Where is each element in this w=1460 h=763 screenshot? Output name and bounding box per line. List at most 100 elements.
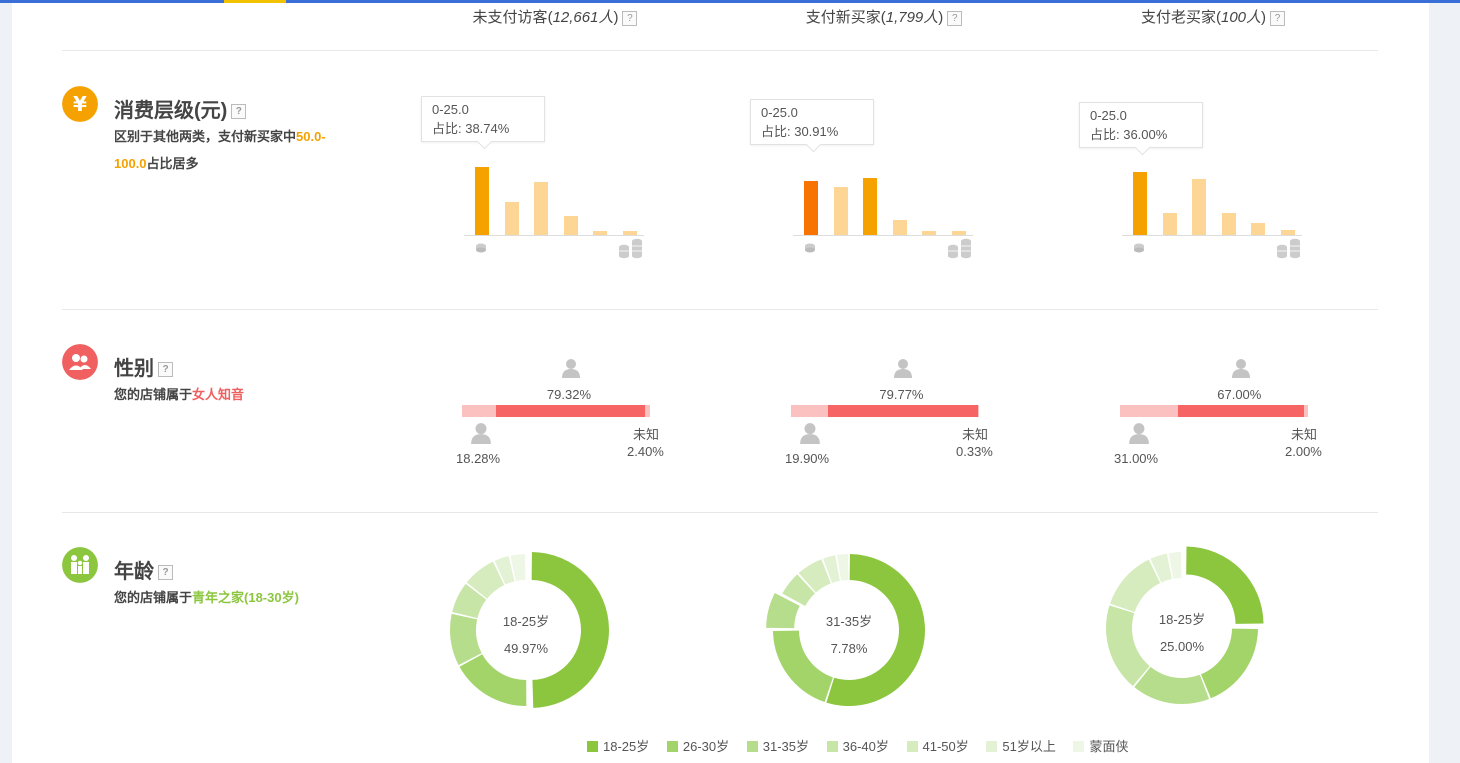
bar-tooltip: 0-25.0 占比: 38.74% [421, 96, 545, 150]
donut-slice [1134, 666, 1210, 704]
gender-bar-male[interactable] [791, 405, 829, 417]
female-icon [561, 358, 581, 383]
donut-slice [1110, 559, 1161, 612]
spend-bar[interactable] [504, 201, 519, 235]
coins-stack-icon [947, 237, 973, 264]
spend-bar[interactable] [1133, 171, 1147, 235]
people-icon [62, 344, 98, 380]
family-icon [62, 547, 98, 583]
tooltip-value: 占比: 36.00% [1090, 127, 1168, 142]
spend-bar[interactable] [922, 230, 936, 235]
help-icon[interactable]: ? [158, 565, 173, 581]
gender-bar-male[interactable] [1120, 405, 1179, 417]
help-icon[interactable]: ? [1270, 10, 1286, 26]
gender-bar-unknown[interactable] [645, 405, 650, 417]
bar-tooltip: 0-25.0 占比: 30.91% [750, 99, 874, 153]
male-percent: 19.90% [785, 451, 830, 466]
divider [62, 309, 1378, 310]
gender-bar-female[interactable] [1178, 405, 1305, 417]
age-donut [450, 551, 609, 708]
gender-bar-male[interactable] [462, 405, 497, 417]
help-icon[interactable]: ? [947, 10, 963, 26]
legend-swatch [826, 741, 838, 752]
chart-baseline [1122, 235, 1302, 236]
male-icon [470, 422, 492, 449]
spend-bar[interactable] [863, 177, 877, 235]
help-icon[interactable]: ? [622, 10, 638, 26]
donut-center-category: 31-35岁 [825, 614, 873, 629]
donut-slice [773, 630, 833, 702]
spend-bar[interactable] [475, 167, 489, 235]
spend-bar[interactable] [1192, 178, 1206, 235]
donut-slice [782, 574, 815, 606]
legend-item[interactable]: 26-30岁 [666, 736, 729, 755]
gender-bar-female[interactable] [496, 405, 646, 417]
help-icon[interactable]: ? [231, 104, 247, 120]
yen-icon: ¥ [62, 86, 98, 122]
legend-swatch [906, 741, 918, 752]
spend-bar[interactable] [563, 215, 578, 235]
donut-slice [823, 555, 840, 583]
legend-item[interactable]: 18-25岁 [587, 736, 649, 755]
donut-slice [450, 613, 482, 666]
column-header-old-buyer: 支付老买家(100人)? [1063, 6, 1363, 27]
spend-bar[interactable] [951, 231, 966, 235]
gender-bar-female[interactable] [828, 405, 979, 417]
spend-bar[interactable] [1251, 222, 1265, 235]
divider [62, 50, 1378, 51]
female-percent: 79.32% [546, 387, 592, 402]
legend-item[interactable]: 36-40岁 [826, 736, 889, 755]
top-accent-bar [0, 0, 1460, 3]
female-percent: 67.00% [1217, 387, 1262, 402]
spend-bar[interactable] [1221, 213, 1236, 235]
donut-slice [452, 583, 487, 619]
unknown-percent: 2.00% [1285, 444, 1322, 459]
donut-slice [510, 554, 526, 582]
donut-slice [1106, 605, 1150, 686]
gender-bar-unknown[interactable] [978, 405, 980, 417]
unknown-percent: 2.40% [627, 444, 664, 459]
spend-bar[interactable] [892, 220, 907, 235]
spend-bar[interactable] [1162, 213, 1177, 235]
legend-swatch [746, 741, 758, 752]
legend-item[interactable]: 蒙面侠 [1073, 736, 1128, 755]
legend-swatch [587, 741, 598, 752]
legend-item[interactable]: 41-50岁 [906, 736, 969, 755]
donut-slice [531, 551, 609, 708]
female-percent: 79.77% [879, 387, 924, 402]
male-icon [799, 422, 821, 449]
chart-baseline [793, 235, 973, 236]
male-icon [1128, 422, 1150, 449]
spend-bar[interactable] [1280, 229, 1295, 235]
unknown-label: 未知 [962, 427, 989, 442]
tooltip-value: 占比: 30.91% [761, 124, 839, 139]
spend-bar[interactable] [833, 186, 848, 235]
donut-center-label: 31-35岁 7.78% [789, 608, 909, 662]
donut-slice [766, 593, 800, 629]
donut-center-value: 7.78% [830, 641, 868, 656]
spend-bar[interactable] [804, 180, 818, 235]
gender-bar-unknown[interactable] [1304, 405, 1308, 417]
tooltip-range: 0-25.0 [432, 102, 469, 117]
spend-bar[interactable] [622, 230, 637, 235]
legend-swatch [986, 741, 998, 752]
female-icon [1231, 358, 1251, 383]
coins-stack-icon [618, 237, 644, 264]
spend-bar[interactable] [593, 230, 607, 235]
age-legend: 18-25岁 26-30岁 31-35岁 36-40岁 41-50岁 51岁以上… [587, 736, 1142, 755]
active-tab-indicator [224, 0, 286, 4]
age-donut [1106, 546, 1264, 704]
donut-slice [798, 559, 831, 593]
legend-item[interactable]: 31-35岁 [746, 736, 809, 755]
chart-baseline [464, 235, 644, 236]
unknown-label: 未知 [633, 427, 660, 442]
bar-tooltip: 0-25.0 占比: 36.00% [1079, 102, 1203, 156]
unknown-percent: 0.33% [956, 444, 993, 459]
legend-swatch [1073, 741, 1085, 752]
coin-icon [804, 241, 816, 259]
legend-item[interactable]: 51岁以上 [986, 736, 1056, 755]
donut-slice [1186, 546, 1264, 624]
help-icon[interactable]: ? [158, 362, 173, 378]
spend-bar[interactable] [534, 182, 548, 235]
donut-slice [837, 554, 849, 581]
